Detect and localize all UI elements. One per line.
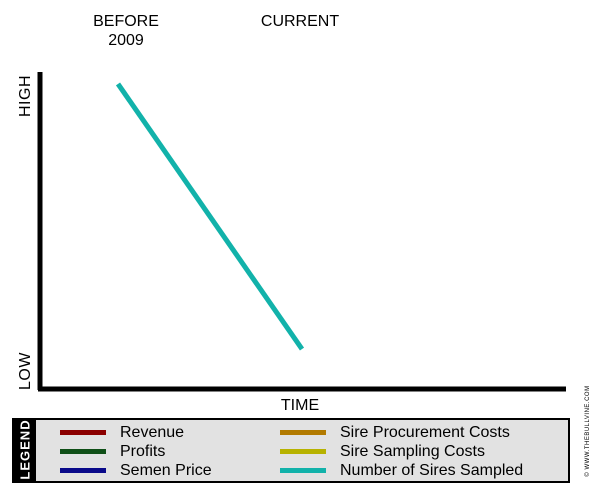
- legend-label: Sire Procurement Costs: [340, 423, 510, 441]
- legend-item-sire-sampling-costs: Sire Sampling Costs: [280, 442, 485, 461]
- legend-item-sire-procurement-costs: Sire Procurement Costs: [280, 423, 510, 442]
- legend-item-number-of-sires-sampled: Number of Sires Sampled: [280, 461, 523, 480]
- legend-swatch: [280, 449, 326, 454]
- legend-label: Revenue: [120, 423, 185, 441]
- legend-swatch: [60, 468, 106, 473]
- legend-swatch: [280, 430, 326, 435]
- legend-item-profits: Profits: [60, 442, 165, 461]
- x-axis-label: TIME: [280, 397, 320, 414]
- legend-swatch: [280, 468, 326, 473]
- legend-label: Sire Sampling Costs: [340, 442, 485, 460]
- legend-label: Profits: [120, 442, 166, 460]
- y-tick-label-high: HIGH: [17, 75, 34, 117]
- legend: LEGEND Revenue Profits Semen Price Sire …: [12, 418, 570, 483]
- legend-item-semen-price: Semen Price: [60, 461, 212, 480]
- legend-title-box: LEGEND: [14, 419, 36, 481]
- legend-label: Semen Price: [120, 461, 212, 479]
- y-tick-label-low: LOW: [17, 352, 34, 390]
- legend-title: LEGEND: [17, 419, 33, 480]
- legend-label: Number of Sires Sampled: [340, 461, 524, 479]
- legend-swatch: [60, 449, 106, 454]
- series-layer: [115, 82, 305, 351]
- legend-item-revenue: Revenue: [60, 423, 184, 442]
- category-label-before-2009: BEFORE 2009: [93, 13, 159, 49]
- legend-swatch: [60, 430, 106, 435]
- watermark-text: © WWW.THEBULLVINE.COM: [585, 385, 591, 477]
- series-line-number-of-sires-sampled: [115, 82, 305, 351]
- category-label-current: CURRENT: [260, 13, 340, 30]
